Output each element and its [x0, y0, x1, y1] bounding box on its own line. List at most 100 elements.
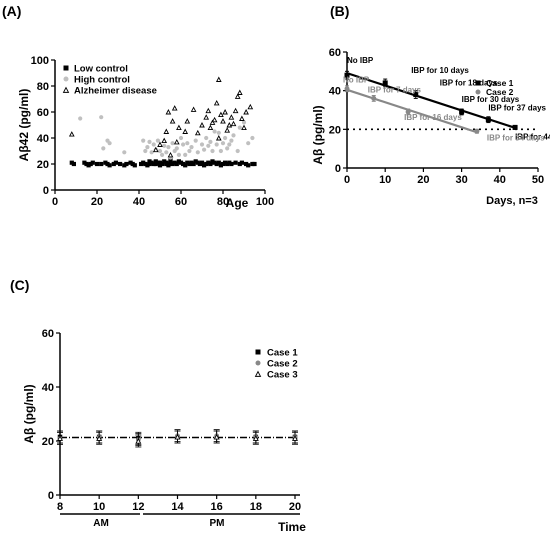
- y-tick-label: 20: [329, 124, 341, 136]
- data-point: [184, 118, 191, 124]
- data-point: [145, 145, 150, 150]
- legend-marker: [475, 80, 481, 86]
- data-point: [208, 139, 213, 144]
- panel-c-points: [57, 429, 298, 448]
- fit-line: [346, 88, 478, 134]
- data-point: [239, 160, 244, 165]
- data-point: [135, 437, 142, 444]
- data-point: [226, 122, 233, 128]
- data-point: [216, 160, 221, 165]
- data-point: [181, 142, 186, 147]
- legend-label: Alzheimer disease: [74, 86, 157, 97]
- data-point: [250, 135, 255, 141]
- y-tick-label: 40: [42, 382, 54, 394]
- panel-c-label: (C): [10, 277, 29, 293]
- panel-c-y-ticks: 0 20 40 60: [42, 328, 60, 502]
- y-tick-label: 80: [37, 81, 49, 93]
- legend-label: Case 2: [486, 87, 514, 97]
- annotation-label: No IBP: [343, 76, 370, 85]
- data-point: [232, 107, 239, 114]
- x-tick-label: 20: [91, 196, 103, 208]
- panel-b-annotations: No IBP IBP for 10 days IBP for 18 days IBP …: [343, 56, 550, 142]
- data-point: [212, 129, 217, 134]
- data-point: [68, 131, 75, 137]
- data-point: [143, 148, 148, 154]
- panel-c: (C) 0 20 40 60 8 10 12 14 16 18 20 Aβ (pg/ml) Tim…: [10, 277, 306, 534]
- data-point: [199, 142, 205, 147]
- data-point: [213, 433, 220, 440]
- data-point: [160, 152, 165, 157]
- data-point: [205, 107, 212, 114]
- data-point: [183, 163, 188, 168]
- panel-a-y-label: Aβ42 (pg/ml): [17, 89, 31, 162]
- panel-c-x-ticks: 8 10 12 14 16 18 20: [57, 495, 301, 513]
- data-point: [237, 125, 242, 130]
- data-point: [216, 130, 221, 135]
- panel-a-y-ticks: 0 20 40 60 80 100: [31, 55, 55, 197]
- data-point: [94, 161, 100, 167]
- data-point: [157, 141, 163, 147]
- panel-a: (A) 0 20 40 60 80 100 0 20 40 60 80 100 Aβ42 (pg/m…: [2, 3, 274, 210]
- data-point: [199, 160, 205, 165]
- data-point: [215, 76, 222, 82]
- data-point: [152, 146, 159, 153]
- y-tick-label: 60: [329, 47, 341, 59]
- data-point: [207, 124, 214, 131]
- data-point: [246, 141, 251, 146]
- x-tick-label: 8: [57, 501, 63, 513]
- data-point: [210, 148, 215, 154]
- data-point: [247, 103, 254, 110]
- panel-b-y-ticks: 0 20 40 60: [329, 47, 347, 175]
- data-point: [99, 161, 104, 167]
- x-tick-label: 40: [133, 196, 145, 208]
- y-tick-label: 0: [335, 163, 341, 175]
- data-point: [485, 117, 491, 123]
- panel-b-x-label: Days, n=3: [486, 195, 538, 207]
- data-point: [107, 141, 112, 146]
- data-point: [143, 161, 148, 167]
- data-point: [246, 163, 251, 168]
- data-point: [161, 137, 168, 144]
- annotation-label: IBP for 16 days: [404, 113, 462, 122]
- annotation-label: IBP for 10 days: [411, 66, 469, 75]
- data-point: [171, 105, 178, 111]
- data-point: [151, 142, 156, 147]
- data-point: [176, 124, 182, 131]
- data-point: [292, 435, 298, 441]
- legend-marker: [475, 89, 481, 95]
- x-tick-label: 10: [93, 501, 105, 513]
- panel-b-y-label: Aβ (pg/ml): [311, 105, 325, 164]
- data-point: [202, 147, 207, 152]
- legend-label: Case 1: [486, 78, 514, 88]
- legend-marker: [255, 349, 261, 355]
- legend-marker: [254, 370, 262, 377]
- data-point: [206, 143, 211, 148]
- x-tick-label: 16: [211, 501, 223, 513]
- legend-marker: [63, 65, 69, 71]
- y-tick-label: 0: [48, 490, 54, 502]
- y-tick-label: 40: [37, 133, 49, 145]
- data-point: [155, 138, 160, 143]
- y-tick-label: 20: [37, 159, 49, 171]
- panel-a-points: [68, 76, 257, 168]
- data-point: [96, 435, 103, 441]
- data-point: [224, 127, 231, 133]
- data-point: [243, 109, 249, 115]
- data-point: [124, 161, 129, 167]
- data-point: [229, 161, 234, 167]
- data-point: [252, 435, 259, 441]
- data-point: [195, 150, 200, 155]
- annotation-label: No IBP: [347, 56, 374, 65]
- data-point: [237, 161, 242, 167]
- data-point: [174, 161, 179, 167]
- annotation-label: IBP for 18 days: [440, 79, 498, 88]
- data-point: [164, 150, 169, 155]
- x-tick-label: 0: [52, 196, 58, 208]
- data-point: [241, 120, 247, 125]
- panel-a-x-ticks: 0 20 40 60 80 100: [52, 190, 274, 208]
- data-point: [169, 118, 176, 124]
- data-point: [122, 150, 127, 155]
- data-point: [122, 163, 127, 168]
